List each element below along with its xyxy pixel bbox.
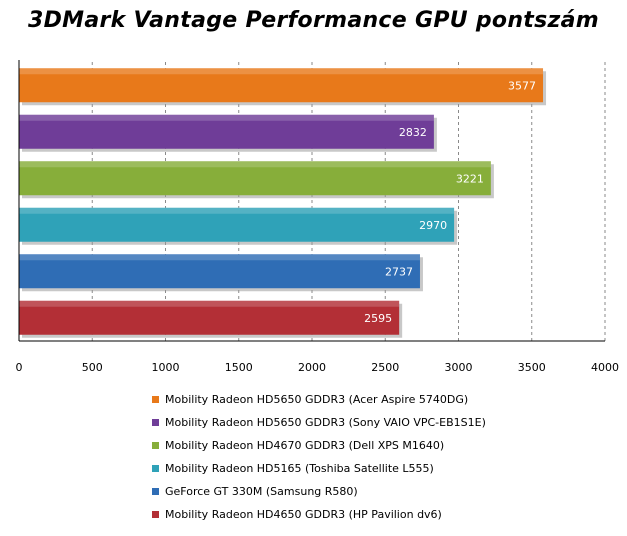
x-tick-label-500: 500 — [82, 361, 103, 374]
x-tick-label-2500: 2500 — [371, 361, 399, 374]
bar-highlight — [19, 300, 400, 307]
bar-value-label: 3577 — [508, 79, 536, 92]
bar — [19, 161, 491, 196]
bar — [19, 207, 455, 242]
legend-swatch — [152, 396, 159, 403]
legend-swatch — [152, 488, 159, 495]
bar-value-label: 2737 — [385, 265, 413, 278]
bar-value-label: 2970 — [419, 219, 447, 232]
x-axis: 0 500 1000 1500 2000 2500 3000 3500 4000 — [16, 60, 619, 374]
legend-item: Mobility Radeon HD4670 GDDR3 (Dell XPS M… — [152, 434, 486, 457]
legend-item: GeForce GT 330M (Samsung R580) — [152, 480, 486, 503]
bar-highlight — [19, 114, 434, 121]
x-tick-label-2000: 2000 — [298, 361, 326, 374]
legend-swatch — [152, 419, 159, 426]
legend-label: Mobility Radeon HD4650 GDDR3 (HP Pavilio… — [165, 508, 442, 521]
x-tick-label-3500: 3500 — [518, 361, 546, 374]
legend-item: Mobility Radeon HD5650 GDDR3 (Sony VAIO … — [152, 411, 486, 434]
legend-item: Mobility Radeon HD4650 GDDR3 (HP Pavilio… — [152, 503, 486, 526]
bar-value-label: 2832 — [399, 126, 427, 139]
bar-value-label: 3221 — [456, 172, 484, 185]
legend-item: Mobility Radeon HD5650 GDDR3 (Acer Aspir… — [152, 388, 486, 411]
legend-label: Mobility Radeon HD5650 GDDR3 (Sony VAIO … — [165, 416, 486, 429]
legend-swatch — [152, 511, 159, 518]
bar-highlight — [19, 68, 544, 75]
bar-chart-plot: 3577 2832 3221 2970 2737 2595 0 500 1000 1500 200… — [16, 60, 619, 374]
bar-highlight — [19, 207, 455, 214]
bar-highlight — [19, 161, 491, 168]
legend-label: Mobility Radeon HD4670 GDDR3 (Dell XPS M… — [165, 439, 445, 452]
x-tick-label-1000: 1000 — [152, 361, 180, 374]
bars: 3577 2832 3221 2970 2737 2595 — [19, 68, 547, 338]
legend-item: Mobility Radeon HD5165 (Toshiba Satellit… — [152, 457, 486, 480]
x-tick-label-4000: 4000 — [591, 361, 619, 374]
bar — [19, 300, 400, 335]
legend-swatch — [152, 442, 159, 449]
legend-label: Mobility Radeon HD5165 (Toshiba Satellit… — [165, 462, 434, 475]
chart-title: 3DMark Vantage Performance GPU pontszám — [28, 8, 599, 33]
x-tick-label-1500: 1500 — [225, 361, 253, 374]
bar — [19, 254, 420, 289]
legend: Mobility Radeon HD5650 GDDR3 (Acer Aspir… — [152, 388, 486, 526]
bar — [19, 68, 544, 103]
legend-swatch — [152, 465, 159, 472]
x-tick-label-0: 0 — [16, 361, 23, 374]
x-tick-label-3000: 3000 — [445, 361, 473, 374]
bar-highlight — [19, 254, 420, 261]
legend-label: Mobility Radeon HD5650 GDDR3 (Acer Aspir… — [165, 393, 469, 406]
bar — [19, 114, 434, 149]
bar-value-label: 2595 — [364, 312, 392, 325]
legend-label: GeForce GT 330M (Samsung R580) — [165, 485, 358, 498]
